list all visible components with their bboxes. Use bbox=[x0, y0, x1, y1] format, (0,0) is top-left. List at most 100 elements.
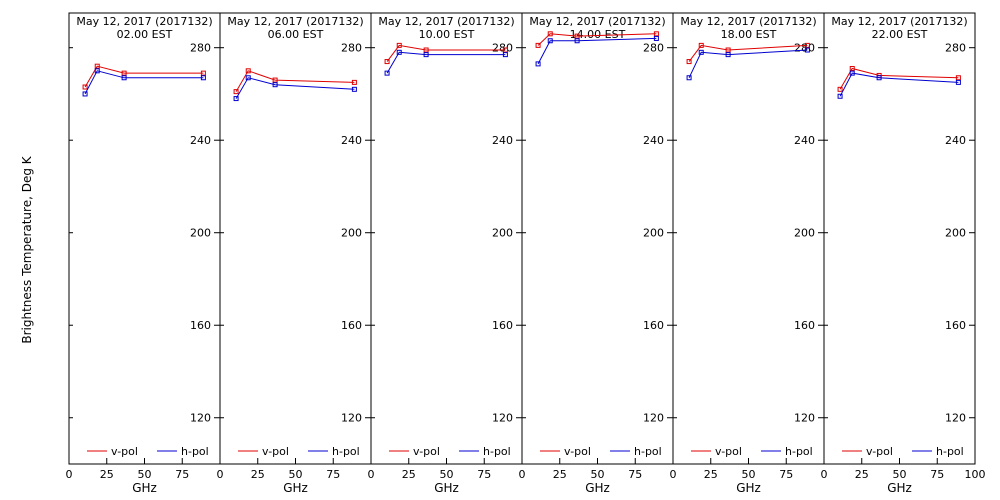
data-point bbox=[686, 59, 692, 65]
x-tick-label: 75 bbox=[930, 468, 944, 481]
data-point bbox=[698, 42, 704, 48]
legend-label: v-pol bbox=[715, 445, 742, 458]
x-tick-label: 25 bbox=[855, 468, 869, 481]
x-axis-label: GHz bbox=[585, 481, 610, 495]
y-tick-label: 200 bbox=[945, 227, 966, 240]
x-axis-label: GHz bbox=[434, 481, 459, 495]
y-tick-label: 120 bbox=[190, 412, 211, 425]
y-tick-label: 240 bbox=[341, 134, 362, 147]
panel-title: May 12, 2017 (2017132) bbox=[227, 15, 363, 28]
y-tick-label: 160 bbox=[945, 319, 966, 332]
y-tick-label: 160 bbox=[492, 319, 513, 332]
y-tick-label: 120 bbox=[643, 412, 664, 425]
y-tick-label: 200 bbox=[492, 227, 513, 240]
data-point bbox=[82, 84, 88, 90]
data-point bbox=[396, 49, 402, 55]
series-line-h-pol bbox=[688, 49, 808, 79]
data-point bbox=[82, 91, 88, 97]
y-tick-label: 120 bbox=[794, 412, 815, 425]
y-tick-label: 120 bbox=[492, 412, 513, 425]
data-point bbox=[574, 33, 580, 39]
x-tick-label: 25 bbox=[704, 468, 718, 481]
data-point bbox=[272, 77, 278, 83]
x-tick-label: 75 bbox=[326, 468, 340, 481]
data-point bbox=[245, 75, 251, 81]
panel-1: May 12, 2017 (2017132)02.00 EST 120 160 200… bbox=[66, 12, 221, 495]
legend-label: h-pol bbox=[936, 445, 964, 458]
data-point bbox=[535, 42, 541, 48]
x-tick-label: 0 bbox=[670, 468, 677, 481]
legend-label: v-pol bbox=[866, 445, 893, 458]
data-point bbox=[351, 86, 357, 92]
data-point bbox=[94, 63, 100, 69]
data-point bbox=[233, 89, 239, 95]
y-tick-label: 240 bbox=[794, 134, 815, 147]
y-tick-label: 240 bbox=[643, 134, 664, 147]
x-tick-label: 0 bbox=[66, 468, 73, 481]
panel-title: May 12, 2017 (2017132) bbox=[831, 15, 967, 28]
data-point bbox=[837, 86, 843, 92]
x-tick-label: 50 bbox=[591, 468, 605, 481]
panel-4: May 12, 2017 (2017132)14.00 EST 120 160 200… bbox=[519, 12, 674, 495]
y-tick-label: 160 bbox=[643, 319, 664, 332]
series-line-h-pol bbox=[84, 70, 204, 95]
panel-subtitle: 22.00 EST bbox=[872, 28, 928, 41]
x-tick-label: 0 bbox=[821, 468, 828, 481]
panel-2: May 12, 2017 (2017132)06.00 EST 120 160 200… bbox=[217, 12, 372, 495]
data-point bbox=[876, 75, 882, 81]
data-point bbox=[121, 70, 127, 76]
legend-label: v-pol bbox=[413, 445, 440, 458]
x-tick-label: 75 bbox=[779, 468, 793, 481]
y-axis-label: Brightness Temperature, Deg K bbox=[20, 155, 34, 343]
x-tick-label: 50 bbox=[440, 468, 454, 481]
x-tick-label: 0 bbox=[519, 468, 526, 481]
series-line-h-pol bbox=[235, 77, 355, 99]
x-axis-label: GHz bbox=[736, 481, 761, 495]
data-point bbox=[423, 52, 429, 58]
data-point bbox=[574, 38, 580, 44]
y-tick-label: 240 bbox=[492, 134, 513, 147]
y-tick-label: 280 bbox=[492, 42, 513, 55]
data-point bbox=[423, 47, 429, 53]
x-tick-label: 25 bbox=[553, 468, 567, 481]
data-point bbox=[272, 82, 278, 88]
legend-label: v-pol bbox=[111, 445, 138, 458]
legend-label: v-pol bbox=[564, 445, 591, 458]
data-point bbox=[955, 79, 961, 85]
panel-subtitle: 06.00 EST bbox=[268, 28, 324, 41]
data-point bbox=[725, 47, 731, 53]
data-point bbox=[94, 68, 100, 74]
panel-title: May 12, 2017 (2017132) bbox=[529, 15, 665, 28]
x-tick-label: 75 bbox=[477, 468, 491, 481]
data-point bbox=[804, 42, 810, 48]
legend-label: v-pol bbox=[262, 445, 289, 458]
data-point bbox=[384, 70, 390, 76]
series-line-v-pol bbox=[839, 67, 959, 90]
data-point bbox=[396, 42, 402, 48]
data-point bbox=[849, 70, 855, 76]
y-tick-label: 200 bbox=[190, 227, 211, 240]
x-tick-label: 25 bbox=[251, 468, 265, 481]
panel-subtitle: 14.00 EST bbox=[570, 28, 626, 41]
data-point bbox=[653, 35, 659, 41]
data-point bbox=[200, 70, 206, 76]
data-point bbox=[955, 75, 961, 81]
data-point bbox=[547, 38, 553, 44]
y-tick-label: 160 bbox=[341, 319, 362, 332]
data-point bbox=[837, 93, 843, 99]
x-axis-label: GHz bbox=[283, 481, 308, 495]
data-point bbox=[233, 96, 239, 102]
data-point bbox=[245, 68, 251, 74]
series-line-v-pol bbox=[537, 33, 657, 46]
panel-title: May 12, 2017 (2017132) bbox=[378, 15, 514, 28]
y-tick-label: 240 bbox=[945, 134, 966, 147]
x-tick-label: 0 bbox=[217, 468, 224, 481]
panel-6: May 12, 2017 (2017132)22.00 EST 120 160 200… bbox=[821, 12, 986, 495]
data-point bbox=[384, 59, 390, 65]
data-point bbox=[653, 31, 659, 37]
y-tick-label: 280 bbox=[794, 42, 815, 55]
x-tick-label: 50 bbox=[742, 468, 756, 481]
y-tick-label: 200 bbox=[794, 227, 815, 240]
y-tick-label: 240 bbox=[190, 134, 211, 147]
series-line-h-pol bbox=[386, 51, 506, 74]
